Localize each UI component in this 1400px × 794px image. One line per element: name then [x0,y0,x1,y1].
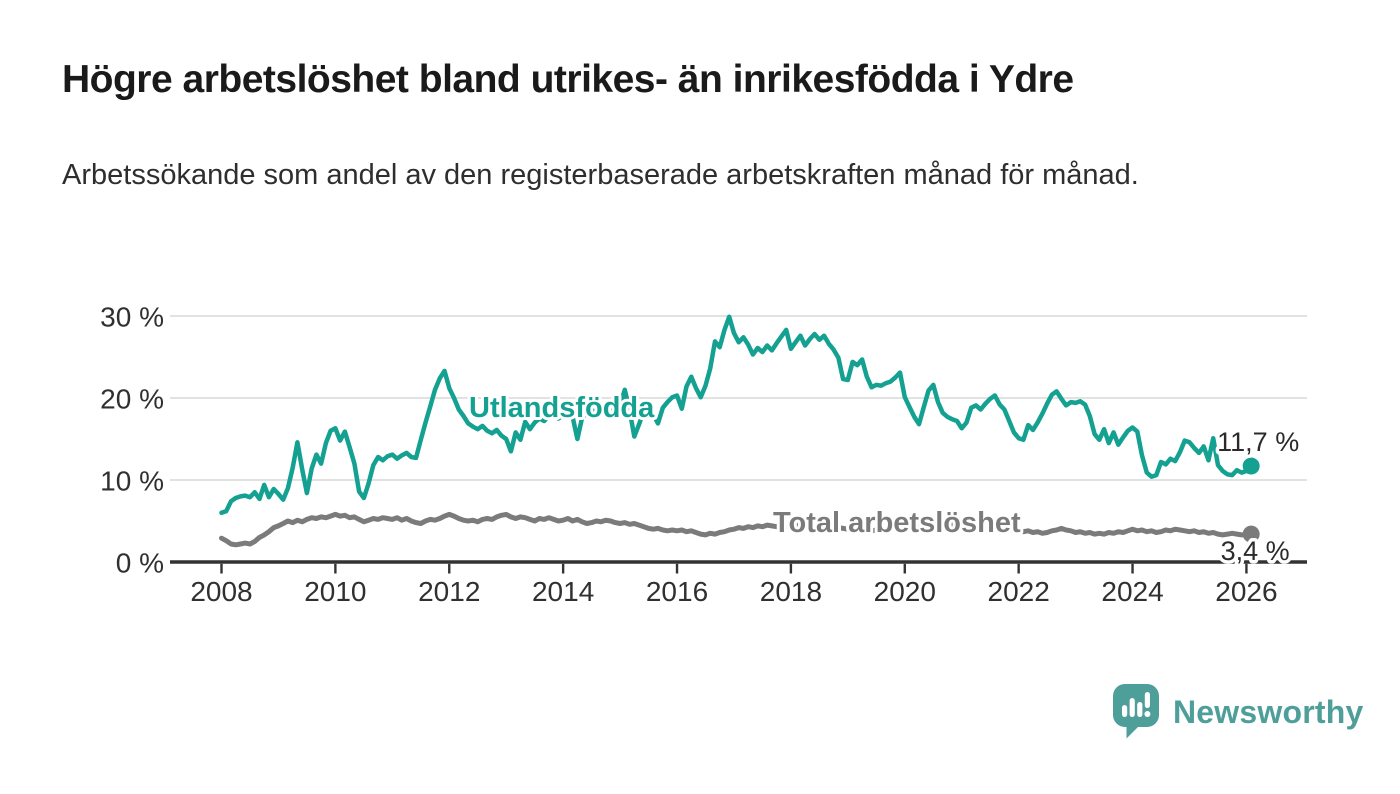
y-tick-label-20: 20 % [100,384,164,415]
x-tick-label-2016: 2016 [646,576,708,607]
bar-icon-2 [1129,698,1135,717]
speech-bubble-shape [1113,684,1159,739]
series-label-0: Utlandsfödda [469,392,655,424]
series-label-1: Total arbetslöshet [773,507,1021,539]
chart-area: 2008 2010 2012 2014 2016 2018 2020 2022 2024 2026… [0,270,1400,615]
series-line-1 [219,511,1254,548]
exclamation-icon-bar [1144,692,1150,708]
chart-subtitle: Arbetssökande som andel av den registerb… [62,159,1139,191]
end-value-label-0: 11,7 % [1217,427,1299,457]
bar-icon-1 [1122,705,1128,717]
newsworthy-logo-icon [1113,684,1159,739]
x-tick-label-2008: 2008 [190,576,252,607]
chart-title: Högre arbetslöshet bland utrikes- än inr… [62,58,1074,101]
series-line-0 [219,314,1254,516]
exclamation-icon-dot [1144,711,1151,717]
newsworthy-logo-text: Newsworthy [1173,693,1364,730]
bar-icon-3 [1137,702,1143,717]
line-chart: 2008 2010 2012 2014 2016 2018 2020 2022 2024 2026… [100,302,1307,607]
x-tick-label-2022: 2022 [988,576,1050,607]
x-tick-label-2026: 2026 [1215,576,1277,607]
x-tick-label-2012: 2012 [418,576,480,607]
x-tick-label-2024: 2024 [1101,576,1163,607]
x-tick-label-2014: 2014 [532,576,594,607]
y-tick-label-10: 10 % [100,466,164,497]
newsworthy-logo: Newsworthy [1112,682,1363,742]
end-value-label-1: 3,4 % [1221,536,1290,566]
series-end-dot-0 [1242,457,1260,475]
x-tick-label-2010: 2010 [304,576,366,607]
x-tick-label-2018: 2018 [760,576,822,607]
series-end-dot-1 [1242,525,1260,543]
y-tick-label-30: 30 % [100,302,164,333]
x-tick-label-2020: 2020 [874,576,936,607]
y-tick-label-0: 0 % [116,548,164,579]
